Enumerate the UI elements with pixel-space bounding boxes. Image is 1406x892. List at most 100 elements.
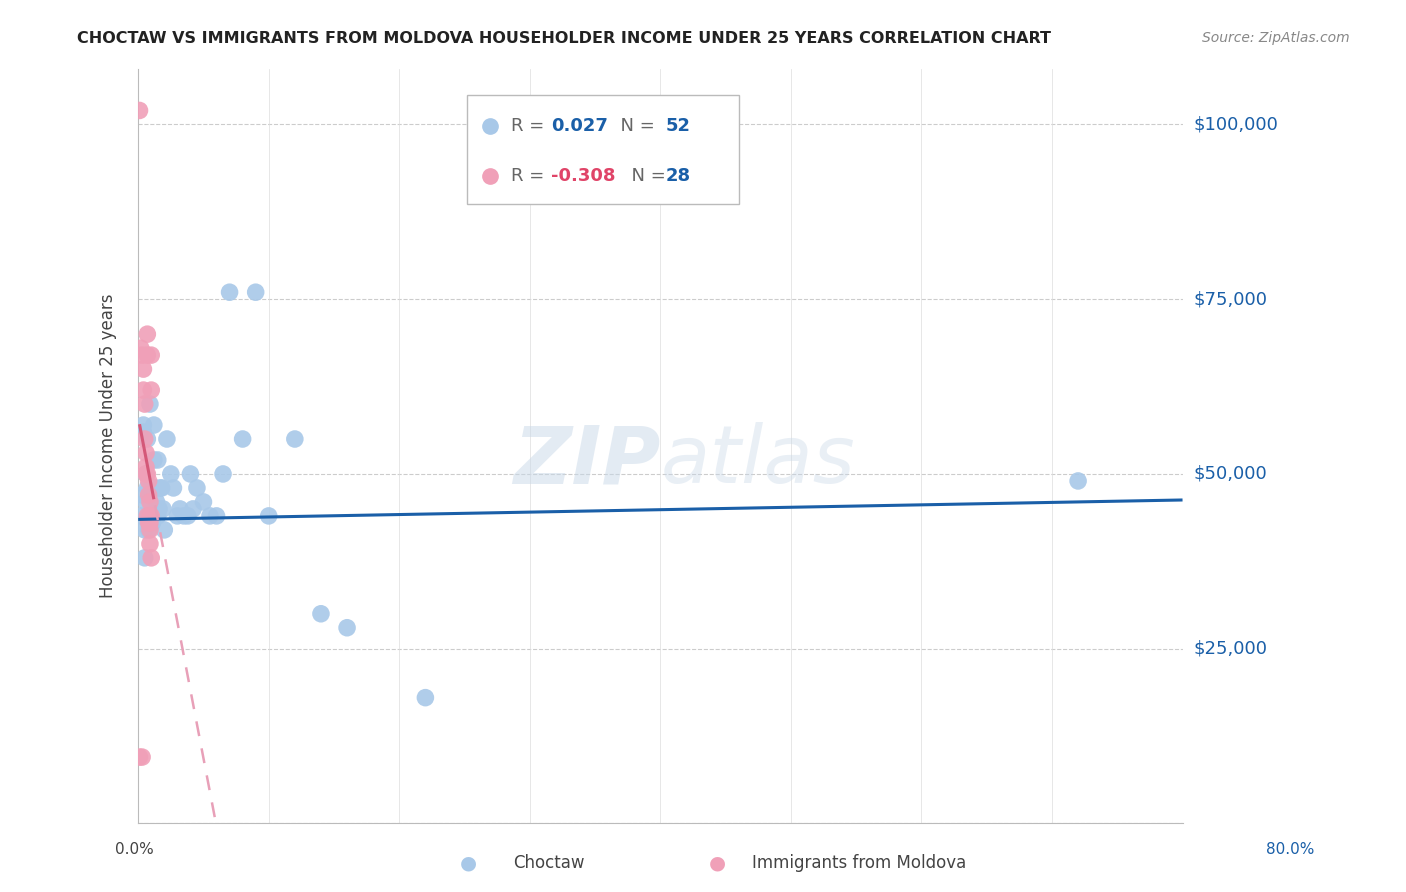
Point [135, 495, 157, 509]
Point [146, 508, 169, 523]
Point [205, 508, 228, 523]
Point [136, 508, 159, 523]
Point [177, 508, 200, 523]
Point [169, 502, 191, 516]
Point [139, 516, 162, 530]
Point [135, 460, 157, 475]
Point [141, 348, 163, 362]
Point [129, 508, 152, 523]
Text: 28: 28 [665, 167, 690, 185]
Point [336, 621, 359, 635]
Point [136, 467, 159, 481]
Point [131, 750, 153, 764]
Text: N =: N = [609, 117, 661, 135]
Point [198, 508, 221, 523]
Point [135, 446, 157, 460]
Point [136, 348, 159, 362]
Text: $25,000: $25,000 [1194, 640, 1268, 657]
Point [179, 467, 201, 481]
Point [131, 348, 153, 362]
Point [145, 495, 167, 509]
Text: R =: R = [510, 167, 550, 185]
Point [134, 397, 156, 411]
Point [132, 362, 155, 376]
Point [142, 453, 165, 467]
Text: Choctaw: Choctaw [513, 855, 585, 872]
Text: $75,000: $75,000 [1194, 290, 1268, 309]
Point [132, 425, 155, 439]
Text: ●: ● [460, 854, 477, 873]
Point [142, 417, 165, 432]
Point [142, 508, 165, 523]
Point [128, 750, 150, 764]
Point [138, 523, 160, 537]
Text: ZIP: ZIP [513, 422, 661, 500]
Point [284, 432, 307, 446]
Point [153, 523, 176, 537]
Point [129, 341, 152, 355]
Point [136, 432, 159, 446]
Point [136, 481, 159, 495]
Point [134, 550, 156, 565]
Point [139, 397, 162, 411]
Point [141, 508, 163, 523]
Text: 0.027: 0.027 [551, 117, 607, 135]
Point [150, 481, 173, 495]
Point [193, 495, 215, 509]
Text: $50,000: $50,000 [1194, 465, 1267, 483]
Text: N =: N = [620, 167, 671, 185]
Text: 52: 52 [665, 117, 690, 135]
Point [139, 508, 162, 523]
Point [186, 481, 208, 495]
Point [141, 481, 163, 495]
Point [156, 432, 179, 446]
Point [146, 453, 169, 467]
Text: CHOCTAW VS IMMIGRANTS FROM MOLDOVA HOUSEHOLDER INCOME UNDER 25 YEARS CORRELATION: CHOCTAW VS IMMIGRANTS FROM MOLDOVA HOUSE… [77, 31, 1052, 46]
Point [162, 481, 184, 495]
Point [141, 508, 163, 523]
Point [139, 508, 162, 523]
Text: atlas: atlas [661, 422, 855, 500]
Text: R =: R = [510, 117, 550, 135]
Text: -0.308: -0.308 [551, 167, 616, 185]
Text: ●: ● [709, 854, 725, 873]
Point [135, 467, 157, 481]
Point [148, 502, 170, 516]
Text: Source: ZipAtlas.com: Source: ZipAtlas.com [1202, 31, 1350, 45]
Point [218, 285, 240, 300]
Point [159, 467, 181, 481]
Point [128, 103, 150, 118]
Point [212, 467, 235, 481]
Point [132, 383, 155, 397]
Point [142, 516, 165, 530]
Point [245, 285, 267, 300]
Point [415, 690, 437, 705]
Point [257, 508, 280, 523]
Text: 0.0%: 0.0% [115, 842, 155, 856]
Point [138, 488, 160, 502]
Point [1067, 474, 1090, 488]
Point [166, 508, 188, 523]
Point [138, 474, 160, 488]
Point [135, 467, 157, 481]
Point [138, 516, 160, 530]
Point [141, 550, 163, 565]
Bar [467, 95, 738, 204]
Text: $100,000: $100,000 [1194, 115, 1278, 134]
Point [149, 481, 172, 495]
Point [138, 508, 160, 523]
Point [136, 327, 159, 342]
Text: 80.0%: 80.0% [1267, 842, 1315, 856]
Point [131, 488, 153, 502]
Point [139, 537, 162, 551]
Point [232, 432, 254, 446]
Point [152, 502, 174, 516]
Point [132, 417, 155, 432]
Point [139, 523, 162, 537]
Point [134, 523, 156, 537]
Point [134, 432, 156, 446]
Point [181, 502, 204, 516]
Point [141, 383, 163, 397]
Point [309, 607, 332, 621]
Y-axis label: Householder Income Under 25 years: Householder Income Under 25 years [100, 293, 117, 599]
